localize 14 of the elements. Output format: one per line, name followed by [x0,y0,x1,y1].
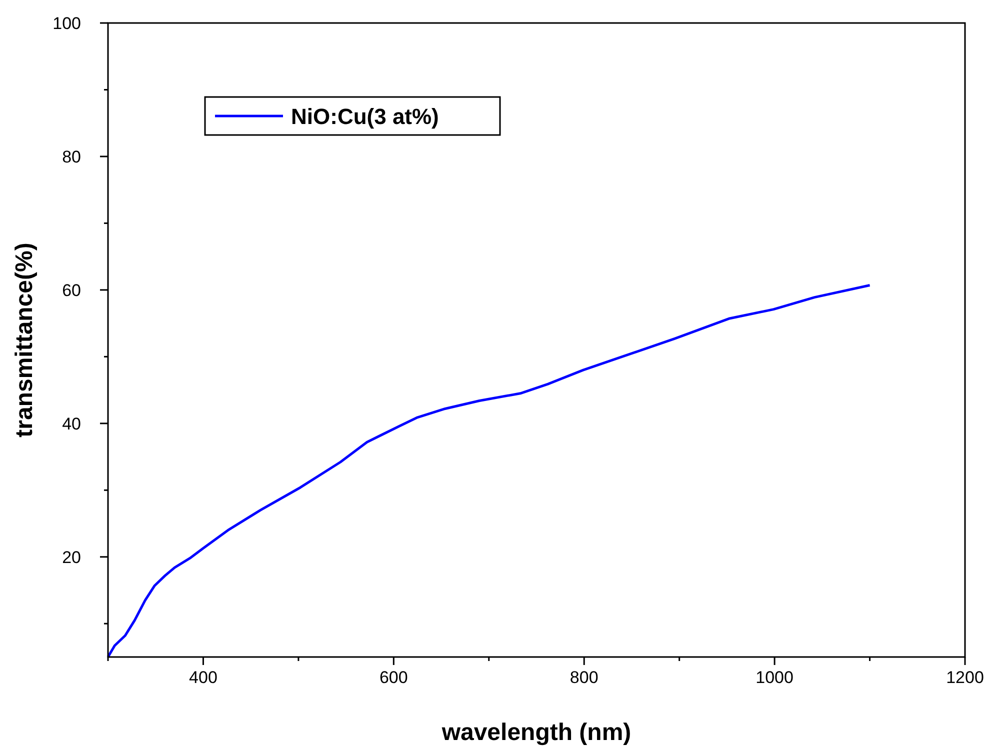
y-axis-title: transmittance(%) [11,242,38,438]
y-tick-label: 80 [62,147,81,166]
x-tick-label: 400 [189,668,218,687]
x-axis-title: wavelength (nm) [440,719,632,746]
legend-label: NiO:Cu(3 at%) [291,104,439,129]
y-tick-label: 20 [62,548,81,567]
y-tick-label: 60 [62,280,81,300]
x-tick-label: 600 [379,668,408,687]
x-tick-label: 1000 [756,668,794,687]
line-series [106,284,872,658]
x-tick-label: 800 [570,668,598,687]
y-tick-label: 40 [62,414,81,434]
x-tick-label: 1200 [946,668,984,687]
y-tick-label: 100 [52,14,81,33]
